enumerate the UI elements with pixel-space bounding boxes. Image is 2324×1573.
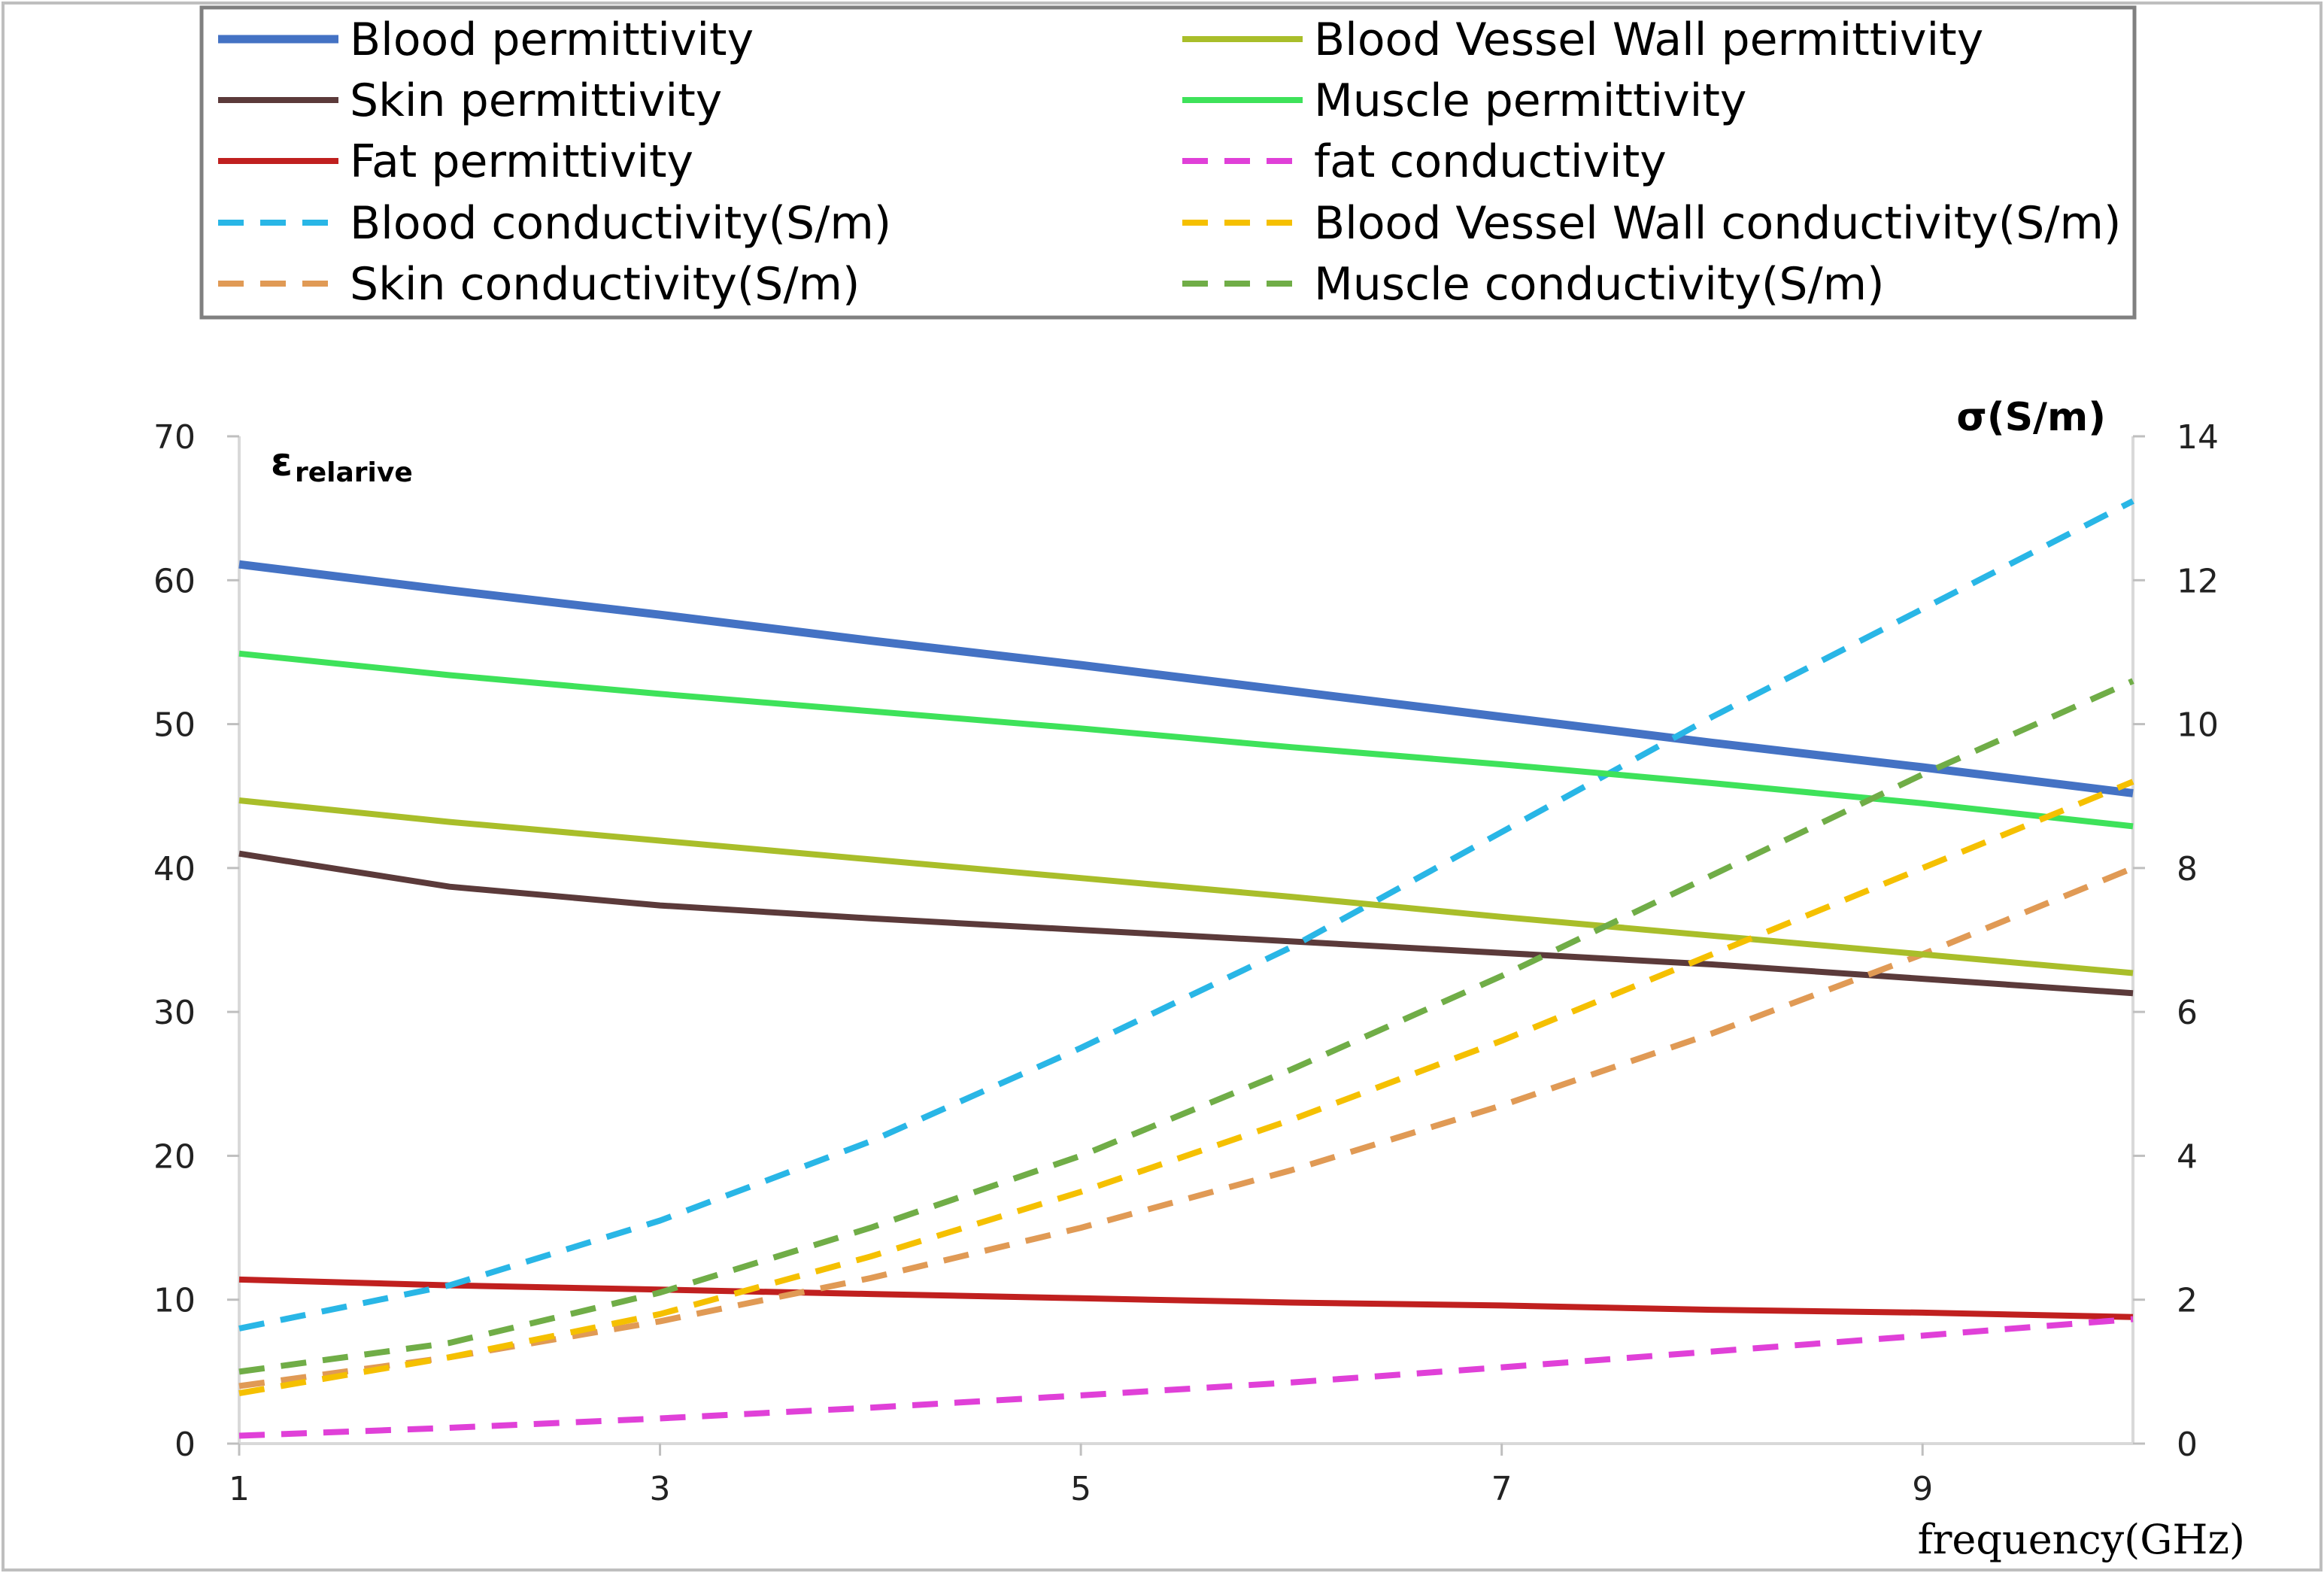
y-right-tick-label: 10	[2177, 706, 2219, 745]
ticks: 1 3 5 7 9 0 10 20 30 40 50 60 70 0 2 4 6 8 10 12 14	[153, 418, 2219, 1508]
series-line-muscle-permittivity	[238, 650, 2134, 830]
legend-label: Blood permittivity	[350, 14, 754, 66]
y-left-tick-label: 60	[153, 562, 196, 600]
y-left-tick-label: 30	[153, 994, 196, 1032]
x-axis-title: frequency(GHz)	[1918, 1516, 2245, 1563]
series-line-muscle-conductivity	[238, 678, 2134, 1375]
y-left-tick-label: 50	[153, 706, 196, 745]
plot-area	[238, 436, 2134, 1445]
x-tick-label: 5	[1070, 1470, 1091, 1508]
series-line-skin-permittivity	[238, 850, 2134, 997]
legend-label: Muscle conductivity(S/m)	[1314, 258, 1885, 311]
y-left-axis-title-sub: relarive	[295, 457, 413, 488]
legend-label: Fat permittivity	[350, 135, 693, 188]
y-right-tick-label: 2	[2177, 1282, 2198, 1320]
legend-label: Muscle permittivity	[1314, 74, 1746, 127]
y-left-tick-label: 20	[153, 1137, 196, 1176]
legend-box	[199, 5, 2137, 320]
legend-label: Blood Vessel Wall conductivity(S/m)	[1314, 197, 2121, 250]
y-right-tick-label: 4	[2177, 1137, 2198, 1176]
x-tick-label: 3	[650, 1470, 671, 1508]
legend-label: Blood Vessel Wall permittivity	[1314, 14, 1983, 66]
legend: Blood permittivity Skin permittivity Fat p…	[199, 5, 2137, 320]
series-line-fat-permittivity	[238, 1276, 2134, 1320]
y-left-tick-label: 40	[153, 850, 196, 888]
x-tick-label: 7	[1491, 1470, 1512, 1508]
y-left-tick-label: 0	[174, 1426, 196, 1464]
y-right-tick-label: 14	[2177, 418, 2219, 457]
y-right-axis-title: σ(S/m)	[1956, 395, 2106, 440]
series-line-blood-vessel-wall-conductivity	[238, 779, 2134, 1396]
series-group	[238, 498, 2134, 1439]
legend-label: Skin permittivity	[350, 74, 722, 127]
series-line-blood-permittivity	[238, 560, 2134, 797]
x-tick-label: 1	[229, 1470, 250, 1508]
y-right-tick-label: 12	[2177, 562, 2219, 600]
series-line-fat-conductivity	[238, 1316, 2134, 1439]
series-line-blood-vessel-wall-permittivity	[238, 797, 2134, 976]
x-tick-label: 9	[1912, 1470, 1933, 1508]
legend-label: Skin conductivity(S/m)	[350, 258, 860, 311]
y-right-tick-label: 8	[2177, 850, 2198, 888]
legend-label: Blood conductivity(S/m)	[350, 197, 891, 250]
legend-label: fat conductivity	[1314, 135, 1667, 188]
y-right-tick-label: 0	[2177, 1426, 2198, 1464]
y-left-tick-label: 70	[153, 418, 196, 457]
y-left-axis-title-main: ε	[271, 440, 293, 485]
series-line-skin-conductivity	[238, 865, 2134, 1389]
y-right-tick-label: 6	[2177, 994, 2198, 1032]
y-left-tick-label: 10	[153, 1282, 196, 1320]
